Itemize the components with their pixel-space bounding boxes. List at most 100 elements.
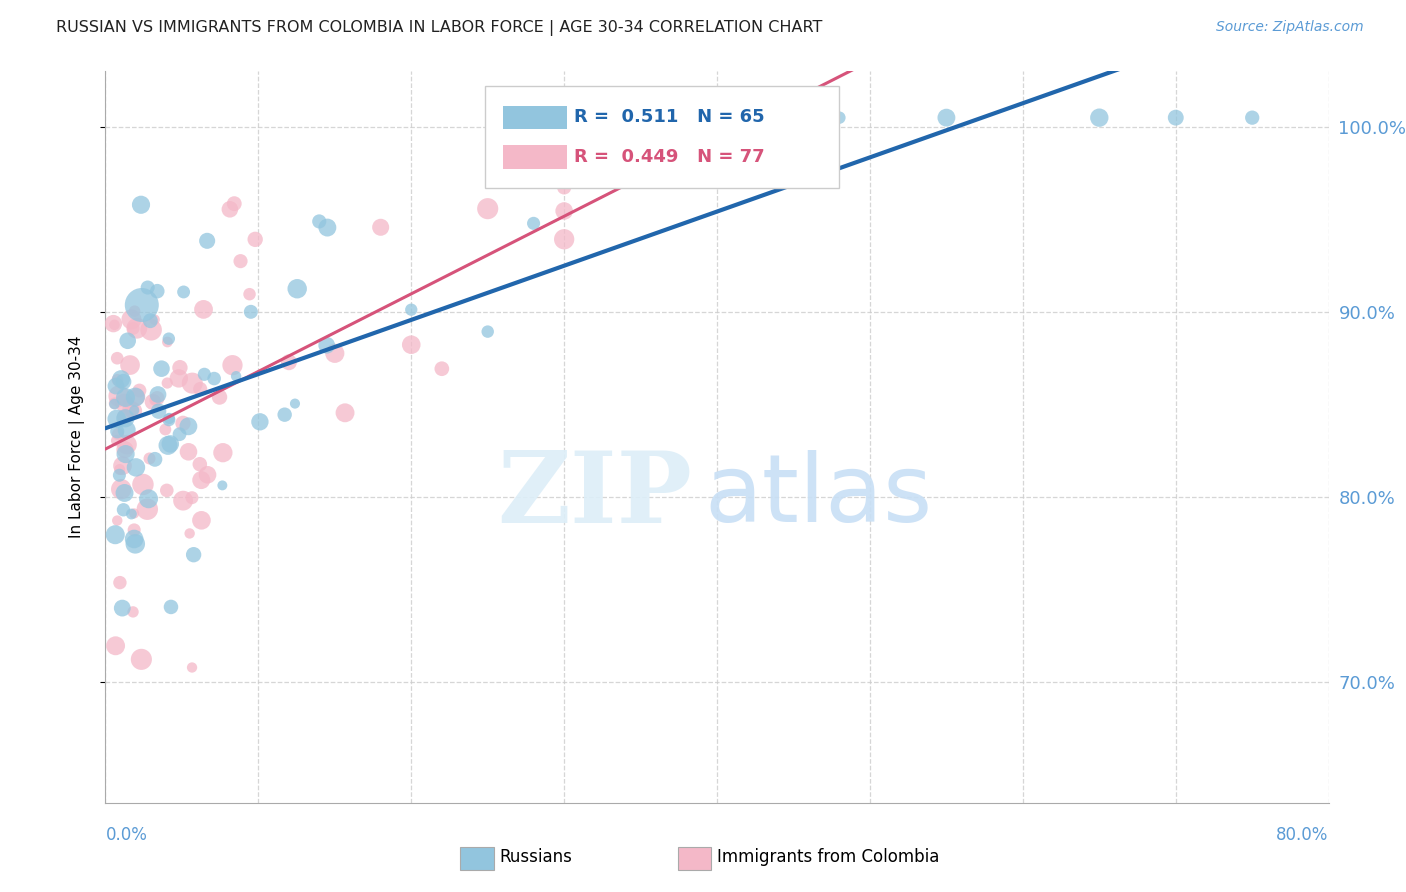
Point [143, 452, 166, 467]
Text: 0.0%: 0.0% [105, 826, 148, 844]
Point [156, 483, 179, 498]
Point [111, 458, 134, 473]
Point [430, 361, 453, 376]
Point [177, 444, 200, 458]
Point [122, 523, 145, 537]
Text: RUSSIAN VS IMMIGRANTS FROM COLOMBIA IN LABOR FORCE | AGE 30-34 CORRELATION CHART: RUSSIAN VS IMMIGRANTS FROM COLOMBIA IN L… [56, 20, 823, 36]
Point [229, 254, 252, 268]
Point [225, 369, 247, 384]
Text: R =  0.449   N = 77: R = 0.449 N = 77 [574, 148, 765, 166]
Point [114, 447, 136, 461]
Point [218, 202, 240, 217]
Point [104, 527, 127, 541]
Point [103, 397, 125, 411]
Point [128, 384, 150, 398]
Text: ZIP: ZIP [498, 447, 693, 544]
Point [105, 514, 128, 528]
Point [212, 445, 235, 459]
Point [114, 391, 136, 405]
Point [120, 507, 142, 521]
Point [108, 462, 131, 476]
Point [150, 361, 173, 376]
Point [148, 404, 170, 418]
Point [115, 423, 138, 437]
Point [181, 660, 204, 674]
Point [169, 427, 191, 442]
Point [553, 180, 575, 194]
FancyBboxPatch shape [503, 145, 567, 169]
Point [737, 111, 759, 125]
Point [523, 216, 546, 230]
Point [238, 287, 260, 301]
Point [117, 396, 139, 410]
Point [112, 375, 135, 389]
Point [285, 282, 308, 296]
Point [211, 478, 233, 492]
Point [190, 513, 212, 527]
Point [221, 358, 243, 372]
Point [143, 312, 166, 326]
Point [111, 601, 134, 615]
Point [124, 537, 146, 551]
Point [114, 442, 136, 457]
Point [105, 425, 128, 439]
Point [112, 503, 135, 517]
Point [105, 434, 128, 448]
Point [224, 196, 246, 211]
Point [120, 401, 142, 416]
Point [103, 318, 125, 332]
Point [179, 526, 201, 541]
Point [183, 548, 205, 562]
Point [202, 371, 225, 385]
Point [273, 408, 295, 422]
Point [136, 280, 159, 294]
FancyBboxPatch shape [503, 106, 567, 129]
Point [315, 338, 337, 352]
Point [122, 507, 145, 521]
Point [181, 376, 204, 391]
Point [138, 491, 160, 506]
Point [105, 379, 128, 393]
Point [477, 202, 499, 216]
Point [316, 220, 339, 235]
Point [131, 298, 153, 312]
Point [195, 234, 218, 248]
Point [278, 355, 301, 369]
Point [370, 220, 392, 235]
Point [117, 334, 139, 348]
Point [122, 404, 145, 418]
Point [243, 232, 266, 246]
Point [401, 337, 423, 351]
Point [110, 372, 132, 386]
Point [1088, 111, 1111, 125]
Point [105, 351, 128, 366]
Point [124, 390, 146, 404]
Point [118, 358, 141, 372]
Point [553, 232, 575, 246]
Point [112, 396, 135, 410]
Point [122, 403, 145, 417]
Text: 80.0%: 80.0% [1277, 826, 1329, 844]
Point [104, 396, 127, 410]
Point [157, 413, 180, 427]
Point [114, 409, 136, 424]
Point [193, 302, 215, 317]
Point [401, 302, 423, 317]
Point [105, 412, 128, 426]
Point [239, 305, 262, 319]
Point [157, 411, 180, 425]
Point [323, 346, 346, 360]
Point [142, 395, 165, 409]
Point [308, 214, 330, 228]
Point [132, 477, 155, 491]
Point [143, 393, 166, 408]
Point [115, 437, 138, 451]
Text: atlas: atlas [704, 450, 934, 541]
Point [1241, 111, 1264, 125]
Point [107, 427, 129, 442]
Point [136, 502, 159, 516]
Point [156, 334, 179, 349]
Point [122, 532, 145, 546]
Point [157, 332, 180, 346]
Point [167, 371, 190, 385]
